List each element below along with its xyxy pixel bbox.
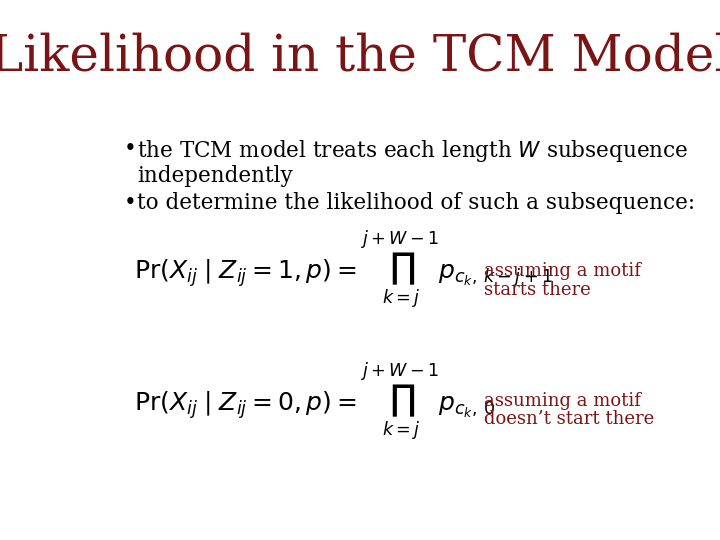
- Text: assuming a motif: assuming a motif: [484, 392, 641, 409]
- Text: •: •: [123, 138, 136, 160]
- Text: doesn’t start there: doesn’t start there: [484, 410, 654, 428]
- Text: $\mathrm{Pr}(X_{ij} \mid Z_{ij} = 0, p) = \prod_{k=j}^{j+W-1} p_{c_k,\, 0}$: $\mathrm{Pr}(X_{ij} \mid Z_{ij} = 0, p) …: [134, 361, 495, 443]
- Text: $\mathrm{Pr}(X_{ij} \mid Z_{ij} = 1, p) = \prod_{k=j}^{j+W-1} p_{c_k,\, k-j+1}$: $\mathrm{Pr}(X_{ij} \mid Z_{ij} = 1, p) …: [134, 229, 553, 311]
- Text: independently: independently: [137, 165, 292, 187]
- Text: assuming a motif: assuming a motif: [484, 262, 641, 280]
- Text: the TCM model treats each length $W$ subsequence: the TCM model treats each length $W$ sub…: [137, 138, 688, 164]
- Text: to determine the likelihood of such a subsequence:: to determine the likelihood of such a su…: [137, 192, 695, 214]
- Text: Likelihood in the TCM Model: Likelihood in the TCM Model: [0, 32, 720, 82]
- Text: starts there: starts there: [484, 281, 590, 299]
- Text: •: •: [123, 192, 136, 214]
